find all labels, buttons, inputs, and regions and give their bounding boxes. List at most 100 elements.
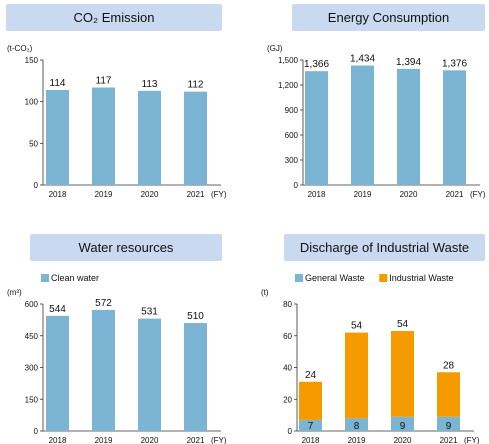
bar	[138, 90, 161, 185]
x-tick-label: 2020	[400, 190, 418, 199]
y-tick-label: 0	[288, 427, 293, 436]
fy-label: (FY)	[464, 436, 480, 444]
y-tick-label: 600	[285, 131, 299, 140]
bar-value-label: 544	[49, 304, 66, 315]
y-tick-label: 600	[25, 300, 39, 309]
segment-value-label: 7	[308, 421, 314, 432]
y-tick-label: 300	[285, 156, 299, 165]
segment-value-label: 54	[351, 321, 363, 332]
bar	[299, 419, 322, 431]
y-tick-label: 1,200	[278, 81, 299, 90]
segment-value-label: 9	[446, 421, 452, 432]
fy-label: (FY)	[211, 190, 227, 199]
x-tick-label: 2020	[141, 436, 159, 444]
bar	[46, 315, 69, 431]
x-tick-label: 2018	[49, 436, 67, 444]
x-tick-label: 2019	[95, 436, 113, 444]
y-tick-label: 50	[29, 139, 38, 148]
y-tick-label: 80	[283, 300, 292, 309]
x-tick-label: 2020	[141, 190, 159, 199]
legend-label: Industrial Waste	[389, 273, 453, 283]
bar	[437, 416, 460, 431]
bar	[345, 332, 368, 419]
panel-title: CO₂ Emission	[6, 4, 222, 31]
bar-value-label: 114	[50, 78, 66, 89]
legend-label: General Waste	[305, 273, 365, 283]
unit-label: (t)	[261, 288, 269, 297]
bar	[184, 91, 207, 185]
fy-label: (FY)	[211, 436, 227, 444]
bar	[184, 323, 207, 431]
panel-title: Discharge of Industrial Waste	[284, 234, 485, 261]
bar	[92, 309, 115, 431]
co2-emission-panel: CO₂ Emission (t-CO₂) 0 50 100 150 114 2018 117 2…	[6, 4, 236, 212]
y-tick-label: 1,500	[278, 56, 299, 65]
bar	[437, 372, 460, 417]
bar	[443, 70, 466, 185]
co2-emission-chart: (t-CO₂) 0 50 100 150 114 2018 117 2019 113 2020 112…	[7, 44, 227, 199]
segment-value-label: 24	[305, 370, 317, 381]
x-tick-label: 2019	[95, 190, 113, 199]
y-tick-label: 100	[25, 98, 39, 107]
panel-title: Energy Consumption	[292, 4, 485, 31]
legend-label: Clean water	[51, 273, 99, 283]
unit-label: (t-CO₂)	[7, 44, 33, 53]
industrial-waste-panel: Discharge of Industrial Waste (t) General…	[253, 234, 485, 444]
legend-swatch	[295, 274, 303, 282]
x-tick-label: 2018	[308, 190, 326, 199]
segment-value-label: 28	[443, 360, 455, 371]
x-tick-label: 2021	[446, 190, 464, 199]
bar	[397, 68, 420, 185]
panel-title: Water resources	[30, 234, 222, 261]
bar	[138, 318, 161, 431]
x-tick-label: 2021	[440, 436, 458, 444]
x-tick-label: 2021	[187, 190, 205, 199]
bar-value-label: 510	[187, 311, 204, 322]
y-tick-label: 0	[34, 181, 39, 190]
y-tick-label: 450	[25, 332, 39, 341]
y-tick-label: 300	[25, 364, 39, 373]
x-tick-label: 2018	[49, 190, 67, 199]
bar	[351, 65, 374, 185]
bar-value-label: 531	[141, 307, 158, 318]
y-tick-label: 900	[285, 106, 299, 115]
legend-swatch	[379, 274, 388, 282]
bar	[46, 90, 69, 185]
y-tick-label: 150	[25, 395, 39, 404]
bar-value-label: 1,376	[442, 58, 467, 69]
bar	[345, 418, 368, 431]
y-tick-label: 60	[283, 332, 292, 341]
legend-swatch	[41, 274, 49, 282]
industrial-waste-chart: (t) General Waste Industrial Waste 0 20 40 60 8…	[261, 273, 480, 444]
water-resources-panel: Water resources (m³) Clean water 0 150 300 45…	[6, 234, 236, 444]
x-tick-label: 2019	[354, 190, 372, 199]
segment-value-label: 9	[400, 421, 406, 432]
y-tick-label: 150	[25, 56, 39, 65]
y-tick-label: 20	[283, 395, 292, 404]
bar	[305, 71, 328, 185]
unit-label: (GJ)	[267, 44, 283, 53]
x-tick-label: 2021	[187, 436, 205, 444]
segment-value-label: 8	[354, 421, 360, 432]
energy-consumption-chart: (GJ) 0 300 600 900 1,200 1,500 1,366 2018 1,434 20…	[267, 44, 486, 199]
bar	[391, 330, 414, 417]
fy-label: (FY)	[470, 190, 486, 199]
y-tick-label: 0	[294, 181, 299, 190]
y-tick-label: 0	[34, 427, 39, 436]
bar-value-label: 1,366	[304, 59, 329, 70]
unit-label: (m³)	[7, 288, 22, 297]
bar-value-label: 117	[96, 76, 112, 87]
bar	[391, 416, 414, 431]
energy-consumption-panel: Energy Consumption (GJ) 0 300 600 900 1,200 1,…	[253, 4, 486, 212]
x-tick-label: 2019	[348, 436, 366, 444]
bar-value-label: 1,434	[350, 54, 375, 65]
bar-value-label: 112	[188, 80, 204, 91]
bar-value-label: 113	[142, 79, 158, 90]
bar-value-label: 1,394	[396, 57, 421, 68]
bar-value-label: 572	[95, 298, 112, 309]
bar	[92, 87, 115, 185]
y-tick-label: 40	[283, 364, 292, 373]
x-tick-label: 2020	[394, 436, 412, 444]
segment-value-label: 54	[397, 319, 409, 330]
x-tick-label: 2018	[302, 436, 320, 444]
